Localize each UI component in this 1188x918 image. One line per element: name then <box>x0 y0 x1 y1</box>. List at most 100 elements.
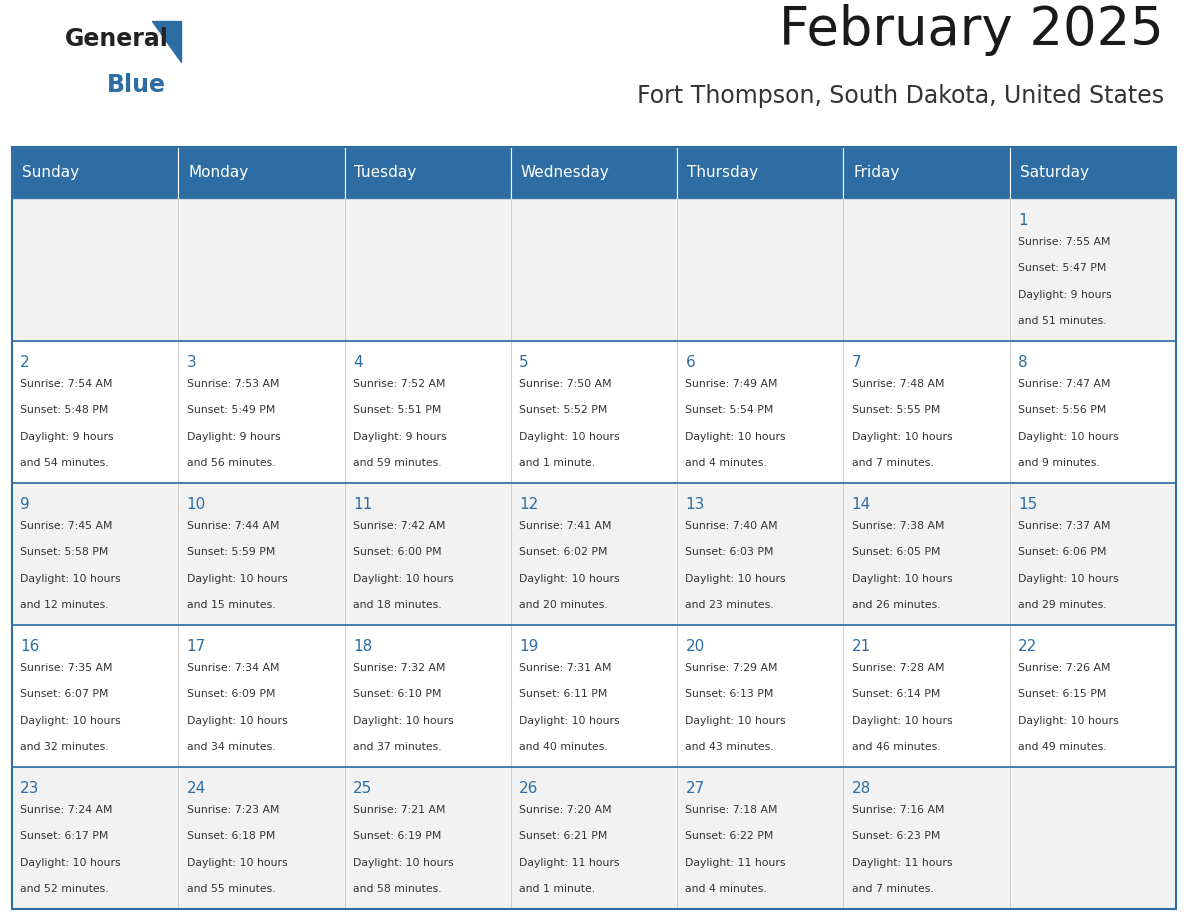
Bar <box>511 341 677 483</box>
Text: Sunset: 5:49 PM: Sunset: 5:49 PM <box>187 406 274 415</box>
Text: Daylight: 10 hours: Daylight: 10 hours <box>685 716 786 725</box>
Bar <box>178 625 345 767</box>
Text: and 20 minutes.: and 20 minutes. <box>519 600 608 610</box>
Text: Friday: Friday <box>853 165 899 180</box>
Text: and 29 minutes.: and 29 minutes. <box>1018 600 1107 610</box>
Text: 25: 25 <box>353 781 372 796</box>
Text: Sunset: 5:52 PM: Sunset: 5:52 PM <box>519 406 607 415</box>
Text: 11: 11 <box>353 497 372 512</box>
Polygon shape <box>152 20 181 62</box>
Text: 7: 7 <box>852 355 861 370</box>
Text: Daylight: 10 hours: Daylight: 10 hours <box>1018 431 1119 442</box>
Text: 15: 15 <box>1018 497 1037 512</box>
Text: 5: 5 <box>519 355 529 370</box>
Text: Daylight: 10 hours: Daylight: 10 hours <box>852 431 953 442</box>
Text: Sunrise: 7:18 AM: Sunrise: 7:18 AM <box>685 805 778 815</box>
Text: Daylight: 10 hours: Daylight: 10 hours <box>187 857 287 868</box>
Bar <box>677 198 843 341</box>
Bar <box>12 198 178 341</box>
Bar <box>677 767 843 909</box>
Text: Sunset: 5:56 PM: Sunset: 5:56 PM <box>1018 406 1106 415</box>
Text: General: General <box>65 27 169 50</box>
Text: Daylight: 11 hours: Daylight: 11 hours <box>852 857 953 868</box>
Text: Sunrise: 7:45 AM: Sunrise: 7:45 AM <box>20 521 113 532</box>
Bar <box>345 198 511 341</box>
Text: Daylight: 10 hours: Daylight: 10 hours <box>1018 574 1119 584</box>
Text: Sunset: 6:13 PM: Sunset: 6:13 PM <box>685 689 773 700</box>
Text: Sunset: 5:55 PM: Sunset: 5:55 PM <box>852 406 940 415</box>
Text: Daylight: 10 hours: Daylight: 10 hours <box>685 574 786 584</box>
Text: Sunset: 6:22 PM: Sunset: 6:22 PM <box>685 832 773 842</box>
Text: and 37 minutes.: and 37 minutes. <box>353 742 442 752</box>
Bar <box>178 767 345 909</box>
Text: Sunset: 6:14 PM: Sunset: 6:14 PM <box>852 689 940 700</box>
Bar <box>843 625 1010 767</box>
Text: Sunrise: 7:24 AM: Sunrise: 7:24 AM <box>20 805 113 815</box>
Text: Sunset: 5:58 PM: Sunset: 5:58 PM <box>20 547 108 557</box>
Text: and 49 minutes.: and 49 minutes. <box>1018 742 1107 752</box>
Bar <box>178 483 345 625</box>
Text: and 1 minute.: and 1 minute. <box>519 458 595 468</box>
Text: Fort Thompson, South Dakota, United States: Fort Thompson, South Dakota, United Stat… <box>637 84 1164 108</box>
Text: and 43 minutes.: and 43 minutes. <box>685 742 775 752</box>
Text: Daylight: 9 hours: Daylight: 9 hours <box>353 431 447 442</box>
Text: Daylight: 9 hours: Daylight: 9 hours <box>20 431 114 442</box>
Text: and 51 minutes.: and 51 minutes. <box>1018 316 1107 326</box>
Text: 3: 3 <box>187 355 196 370</box>
Bar <box>677 625 843 767</box>
Text: 23: 23 <box>20 781 39 796</box>
Bar <box>677 483 843 625</box>
Text: and 52 minutes.: and 52 minutes. <box>20 884 109 894</box>
Text: and 7 minutes.: and 7 minutes. <box>852 458 934 468</box>
Text: Sunrise: 7:47 AM: Sunrise: 7:47 AM <box>1018 379 1111 389</box>
Text: 13: 13 <box>685 497 704 512</box>
Text: Sunset: 6:21 PM: Sunset: 6:21 PM <box>519 832 607 842</box>
Text: and 55 minutes.: and 55 minutes. <box>187 884 276 894</box>
Text: Sunrise: 7:44 AM: Sunrise: 7:44 AM <box>187 521 279 532</box>
Text: and 23 minutes.: and 23 minutes. <box>685 600 775 610</box>
Bar <box>843 483 1010 625</box>
Text: Sunset: 6:11 PM: Sunset: 6:11 PM <box>519 689 607 700</box>
Text: 8: 8 <box>1018 355 1028 370</box>
Text: Daylight: 11 hours: Daylight: 11 hours <box>685 857 786 868</box>
Text: Sunrise: 7:53 AM: Sunrise: 7:53 AM <box>187 379 279 389</box>
Text: 9: 9 <box>20 497 30 512</box>
Text: and 46 minutes.: and 46 minutes. <box>852 742 941 752</box>
Text: Daylight: 10 hours: Daylight: 10 hours <box>519 431 620 442</box>
Text: Sunrise: 7:37 AM: Sunrise: 7:37 AM <box>1018 521 1111 532</box>
Text: 16: 16 <box>20 639 39 654</box>
Text: Sunrise: 7:55 AM: Sunrise: 7:55 AM <box>1018 237 1111 247</box>
Text: and 34 minutes.: and 34 minutes. <box>187 742 276 752</box>
Text: Sunrise: 7:29 AM: Sunrise: 7:29 AM <box>685 663 778 673</box>
Text: and 58 minutes.: and 58 minutes. <box>353 884 442 894</box>
Text: Sunrise: 7:41 AM: Sunrise: 7:41 AM <box>519 521 612 532</box>
Text: Blue: Blue <box>107 73 166 97</box>
Text: Sunday: Sunday <box>21 165 78 180</box>
Text: Daylight: 10 hours: Daylight: 10 hours <box>353 857 454 868</box>
Bar <box>178 198 345 341</box>
Bar <box>1010 625 1176 767</box>
Bar <box>12 625 178 767</box>
Text: Sunset: 5:54 PM: Sunset: 5:54 PM <box>685 406 773 415</box>
Text: Sunset: 5:59 PM: Sunset: 5:59 PM <box>187 547 274 557</box>
Bar <box>1010 341 1176 483</box>
Text: Sunset: 6:03 PM: Sunset: 6:03 PM <box>685 547 773 557</box>
Text: Sunrise: 7:52 AM: Sunrise: 7:52 AM <box>353 379 446 389</box>
Text: Sunset: 6:00 PM: Sunset: 6:00 PM <box>353 547 442 557</box>
Text: 12: 12 <box>519 497 538 512</box>
Text: Monday: Monday <box>188 165 248 180</box>
Bar <box>511 625 677 767</box>
Bar <box>677 147 843 198</box>
Text: Sunset: 6:02 PM: Sunset: 6:02 PM <box>519 547 607 557</box>
Text: Sunrise: 7:23 AM: Sunrise: 7:23 AM <box>187 805 279 815</box>
Text: Sunset: 6:07 PM: Sunset: 6:07 PM <box>20 689 108 700</box>
Text: Sunset: 6:15 PM: Sunset: 6:15 PM <box>1018 689 1106 700</box>
Text: Sunrise: 7:32 AM: Sunrise: 7:32 AM <box>353 663 446 673</box>
Text: 4: 4 <box>353 355 362 370</box>
Bar <box>178 147 345 198</box>
Text: Sunset: 5:51 PM: Sunset: 5:51 PM <box>353 406 441 415</box>
Text: and 54 minutes.: and 54 minutes. <box>20 458 109 468</box>
Text: 20: 20 <box>685 639 704 654</box>
Bar <box>843 341 1010 483</box>
Bar <box>511 767 677 909</box>
